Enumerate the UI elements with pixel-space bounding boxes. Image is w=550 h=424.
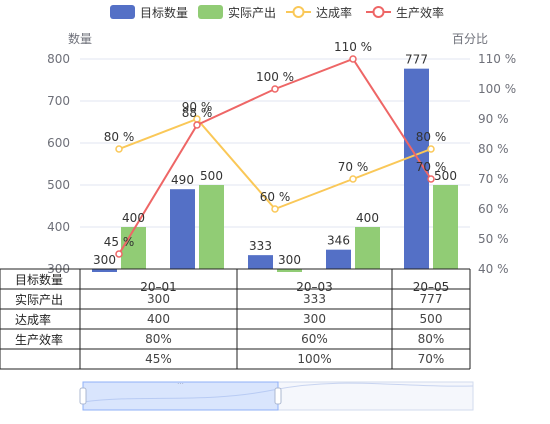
bar-1-4 (433, 185, 458, 269)
legend-label-1: 实际产出 (228, 5, 276, 20)
bar-1-3 (355, 227, 380, 269)
y-left-tick-4: 700 (47, 94, 70, 108)
bar-series (92, 68, 458, 272)
line-point-3-4 (427, 175, 435, 183)
line-label-3-1: 88 % (182, 106, 213, 120)
legend-label-0: 目标数量 (140, 5, 188, 20)
line-label-3-3: 110 % (334, 40, 372, 54)
line-label-2-4: 80 % (416, 130, 447, 144)
table-cell-2-0: 80% (145, 332, 172, 346)
table-cell-3-0: 45% (145, 352, 172, 366)
zoom-handle-right (274, 387, 282, 405)
bar-0-1 (170, 189, 195, 269)
line-point-3-1 (193, 121, 201, 129)
y-right-tick-0: 40 % (478, 262, 509, 276)
y-left-tick-5: 800 (47, 52, 70, 66)
bar-label-0-3: 346 (327, 234, 350, 248)
table-header-0: 20–01 (140, 280, 177, 294)
table-cell-3-2: 70% (418, 352, 445, 366)
bar-label-1-1: 500 (200, 169, 223, 183)
legend-label-3: 生产效率 (396, 5, 444, 20)
line-point-2-4 (427, 145, 435, 153)
y-left-tick-3: 600 (47, 136, 70, 150)
bar-label-0-4: 777 (405, 53, 428, 67)
legend-label-2: 达成率 (316, 5, 352, 20)
table-row-label-3: 生产效率 (15, 332, 63, 347)
table-header-1: 20–03 (296, 280, 333, 294)
line-label-2-2: 60 % (260, 190, 291, 204)
line-point-3-2 (271, 85, 279, 93)
table-cell-1-1: 300 (303, 312, 326, 326)
legend-marker-3 (372, 6, 385, 18)
y-left-tick-1: 400 (47, 220, 70, 234)
y-right-tick-1: 50 % (478, 232, 509, 246)
table-row-label-0: 目标数量 (15, 272, 63, 287)
table-cell-1-0: 400 (147, 312, 170, 326)
bar-label-0-1: 490 (171, 173, 194, 187)
table-cell-3-1: 100% (297, 352, 331, 366)
line-label-2-3: 70 % (338, 160, 369, 174)
line-point-2-2 (271, 205, 279, 213)
table-cell-2-2: 80% (418, 332, 445, 346)
bar-1-0 (121, 227, 146, 269)
line-point-3-0 (115, 250, 123, 258)
table-cell-0-2: 777 (420, 292, 443, 306)
line-point-2-0 (115, 145, 123, 153)
line-series (115, 55, 435, 258)
bar-label-0-0: 300 (93, 253, 116, 267)
legend[interactable]: 目标数量 实际产出 达成率 生产效率 (110, 5, 444, 20)
line-label-3-0: 45 % (104, 235, 135, 249)
table-row-label-2: 达成率 (15, 312, 51, 327)
y-right-tick-7: 110 % (478, 52, 516, 66)
bar-label-0-2: 333 (249, 239, 272, 253)
data-labels: 300 490 333 346 777 400 500 300 400 500 80 % 90 % 60… (93, 40, 457, 267)
y-right-axis-title: 百分比 (452, 32, 488, 46)
y-right-tick-3: 70 % (478, 172, 509, 186)
bar-1-2 (277, 269, 302, 272)
datazoom-slider[interactable]: ... (79, 378, 474, 411)
table-cell-0-0: 300 (147, 292, 170, 306)
bar-0-2 (248, 255, 273, 269)
bar-label-1-3: 400 (356, 211, 379, 225)
bar-label-1-0: 400 (122, 211, 145, 225)
table-cell-1-2: 500 (420, 312, 443, 326)
y-right-tick-6: 100 % (478, 82, 516, 96)
legend-swatch-1 (198, 5, 223, 19)
bar-0-3 (326, 249, 351, 269)
zoom-drag-grip: ... (177, 378, 184, 386)
table-row-label-1: 实际产出 (15, 292, 63, 307)
y-right-tick-5: 90 % (478, 112, 509, 126)
y-right-tick-labels: 40 % 50 % 60 % 70 % 80 % 90 % 100 % 110 % (478, 52, 516, 276)
table-header-2: 20–05 (413, 280, 450, 294)
line-label-2-1: 90 % (182, 100, 213, 114)
bar-label-1-2: 300 (278, 253, 301, 267)
zoom-preview-line (82, 382, 474, 403)
line-label-3-4: 70 % (416, 160, 447, 174)
line-label-2-0: 80 % (104, 130, 135, 144)
bar-label-1-4: 500 (434, 169, 457, 183)
zoom-handle-left (79, 387, 87, 405)
line-point-2-3 (349, 175, 357, 183)
bar-0-0 (92, 269, 117, 272)
y-right-tick-2: 60 % (478, 202, 509, 216)
line-point-3-3 (349, 55, 357, 63)
y-left-axis-title: 数量 (68, 31, 92, 46)
y-left-tick-2: 500 (47, 178, 70, 192)
legend-marker-2 (292, 6, 305, 18)
legend-swatch-0 (110, 5, 135, 19)
bar-1-1 (199, 185, 224, 269)
y-right-tick-4: 80 % (478, 142, 509, 156)
table-cell-0-1: 333 (303, 292, 326, 306)
zoom-window (82, 381, 279, 411)
line-label-3-2: 100 % (256, 70, 294, 84)
table-cell-2-1: 60% (301, 332, 328, 346)
